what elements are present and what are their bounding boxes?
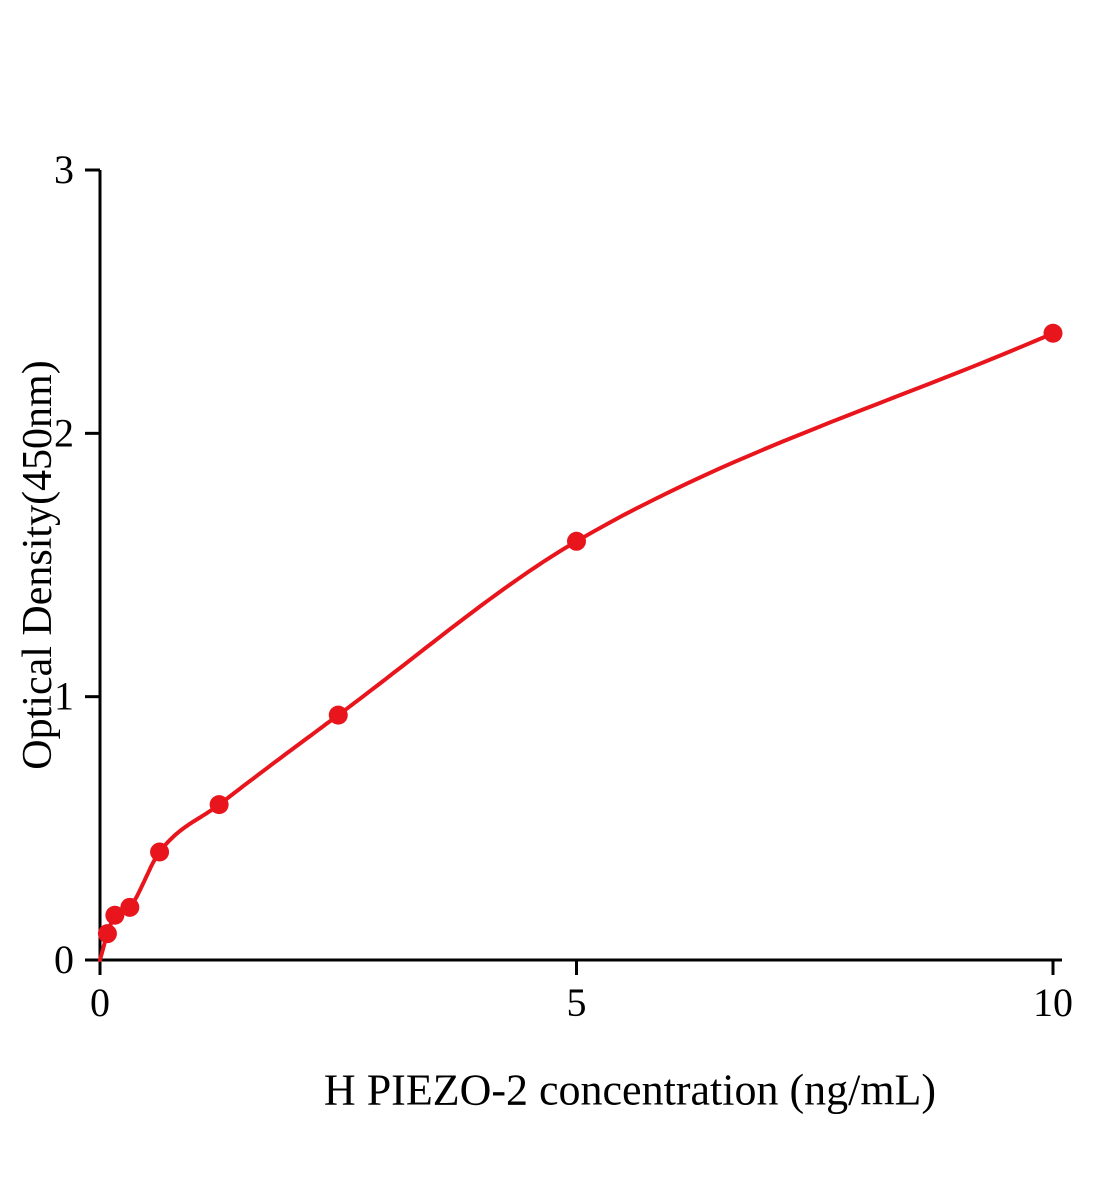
- x-axis-title: H PIEZO-2 concentration (ng/mL): [323, 1065, 937, 1115]
- fitted-curve: [98, 331, 1055, 962]
- data-point: [120, 897, 140, 917]
- x-tick-label: 0: [90, 980, 110, 1025]
- data-point: [328, 705, 348, 725]
- data-point: [1043, 323, 1063, 343]
- y-tick-label: 3: [54, 147, 74, 192]
- data-point: [209, 795, 229, 815]
- data-point: [150, 842, 170, 862]
- x-tick-label: 10: [1033, 980, 1073, 1025]
- x-tick-label: 5: [567, 980, 587, 1025]
- y-axis-title: Optical Density(450nm): [15, 360, 61, 770]
- y-tick-label: 1: [54, 674, 74, 719]
- y-tick-label: 2: [54, 410, 74, 455]
- y-tick-label: 0: [54, 937, 74, 982]
- data-point: [97, 924, 117, 944]
- data-point: [567, 531, 586, 551]
- data-point: [105, 905, 125, 925]
